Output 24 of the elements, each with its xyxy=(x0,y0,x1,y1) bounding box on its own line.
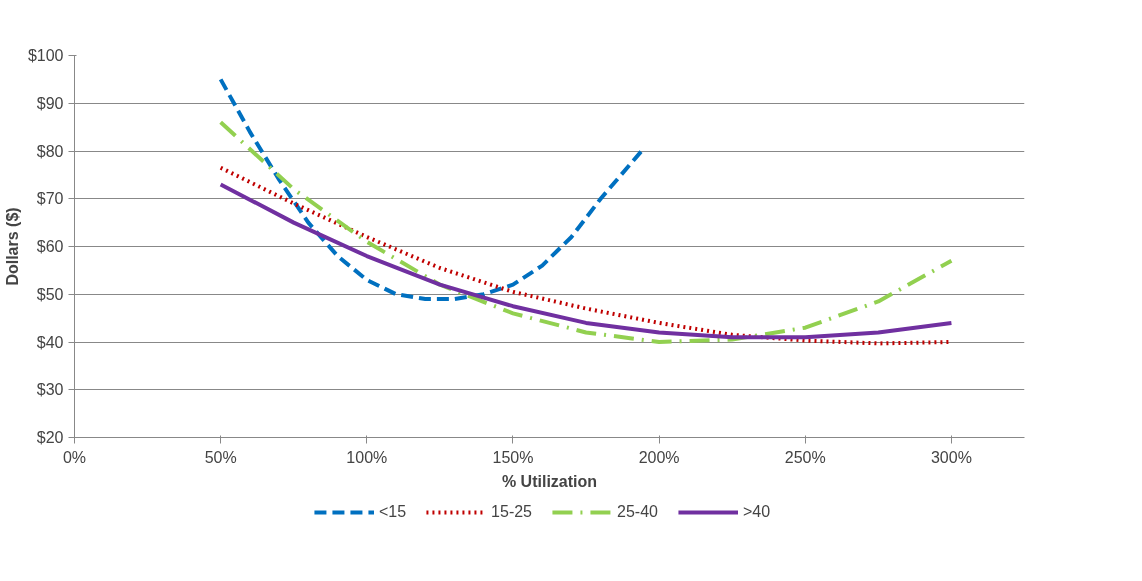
y-tick-label: $80 xyxy=(36,142,64,160)
y-tick-label: $60 xyxy=(36,238,64,255)
y-tick-label: $70 xyxy=(36,190,64,208)
y-tick-label: $100 xyxy=(27,47,64,64)
y-tick-label: $30 xyxy=(36,381,64,399)
line-series xyxy=(218,77,644,302)
y-tick-label: $20 xyxy=(36,429,64,446)
y-tick-label: $40 xyxy=(36,333,64,351)
x-tick-label: 250% xyxy=(784,448,826,466)
x-tick-label: 100% xyxy=(346,448,388,466)
legend-label: <15 xyxy=(378,502,407,522)
line-series xyxy=(218,120,954,344)
x-tick-label: 200% xyxy=(638,448,680,466)
legend-label: >40 xyxy=(742,502,771,522)
x-tick-label: 0% xyxy=(62,448,87,466)
legend-label: 25-40 xyxy=(617,502,658,522)
x-tick-label: 50% xyxy=(204,448,237,466)
x-axis-title: % Utilization xyxy=(501,472,598,490)
legend-label: 15-25 xyxy=(491,502,532,522)
y-axis-title: Dollars ($) xyxy=(3,207,21,286)
y-tick-label: $90 xyxy=(36,94,64,112)
y-tick-label: $50 xyxy=(36,285,64,303)
x-tick-label: 300% xyxy=(930,448,972,466)
x-tick-label: 150% xyxy=(492,448,534,466)
